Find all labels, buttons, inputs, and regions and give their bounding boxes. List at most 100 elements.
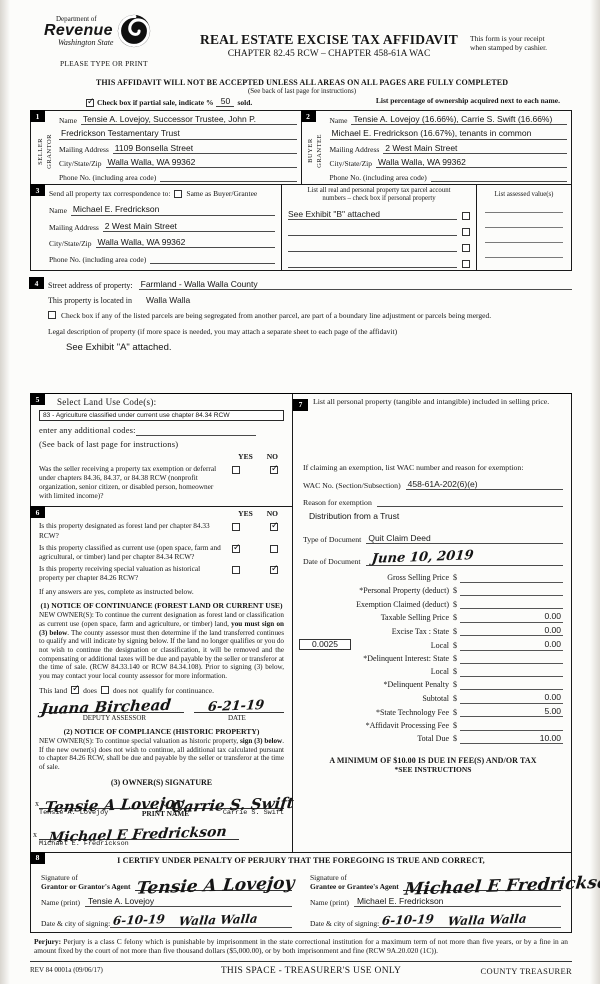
date-of-document-line: June 10, 2019 <box>365 548 563 566</box>
owner-print-name-3: Michael E. Fredrickson <box>39 839 129 848</box>
assessed-values-header: List assessed value(s) <box>494 191 554 199</box>
fee-label: Local <box>430 667 449 677</box>
current-use-no-checkbox <box>270 544 278 553</box>
additional-codes-label: enter any additional codes: <box>39 425 136 435</box>
grantor-signature: Tensie A Lovejoy <box>135 872 296 899</box>
fee-value <box>460 721 563 731</box>
forest-yes-checkbox <box>232 523 240 532</box>
party-boxes: 1 SELLER GRANTOR Name Tensie A. Lovejoy, S… <box>30 110 572 186</box>
buyer-grantee-box: 2 BUYER GRANTEE Name Tensie A. Lovejoy (16… <box>300 110 572 186</box>
perjury-clause: Perjury: Perjury is a class C felony whi… <box>30 933 572 962</box>
fee-value: 5.00 <box>460 706 563 718</box>
historic-property-question: Is this property receiving special valua… <box>39 563 201 582</box>
parcel-row-value: See Exhibit "B" attached <box>288 209 457 220</box>
grantee-signature-line: Michael E Fredrickson <box>402 867 600 899</box>
see-instructions-note: *SEE INSTRUCTIONS <box>394 765 472 775</box>
agency-block: Department of Revenue Washington State P… <box>30 14 188 76</box>
property-address-section: 4 Street address of property: Farmland - … <box>29 271 572 353</box>
grantor-name-print-label: Name (print) <box>41 897 80 907</box>
corr-address-value: 2 West Main Street <box>102 221 275 233</box>
buyer-citystatezip-value: Walla Walla, WA 99362 <box>376 157 567 169</box>
no-column-label: NO <box>266 452 278 461</box>
corr-phone-value <box>150 254 275 265</box>
qualify-line: This land ✓ does does not qualify for co… <box>39 684 284 695</box>
grantor-date-city-line: 6-10-19 Walla Walla <box>110 911 292 928</box>
claiming-exemption-label: If claiming an exemption, list WAC numbe… <box>303 462 524 472</box>
notice-compliance-body: NEW OWNER(S): To continue special valuat… <box>39 736 284 771</box>
grantee-signature: Michael E Fredrickson <box>403 871 600 900</box>
acceptance-warning: THIS AFFIDAVIT WILL NOT BE ACCEPTED UNLE… <box>95 78 509 87</box>
grantor-signature-line: Tensie A Lovejoy <box>134 867 295 898</box>
grantee-agent-label: Grantee or Grantee's Agent <box>310 881 399 891</box>
minimum-due-note: A MINIMUM OF $10.00 IS DUE IN FEE(S) AND… <box>329 756 537 766</box>
personal-property-section: 7 List all personal property (tangible a… <box>293 394 572 852</box>
buyer-citystatezip-label: City/State/Zip <box>329 159 373 169</box>
fee-value: 0.00 <box>460 693 563 704</box>
fee-label: Subtotal <box>422 694 449 703</box>
buyer-phone-label: Phone No. (including area code) <box>329 173 427 183</box>
date-label: DATE <box>227 713 246 722</box>
main-columns: 5 Select Land Use Code(s): 83 - Agricult… <box>30 393 572 853</box>
parcel-header-line1: List all real and personal property tax … <box>307 187 451 195</box>
parcel-header-line2: numbers – check box if personal property <box>322 195 436 203</box>
does-qualify-checkbox: ✓ <box>71 684 80 695</box>
assessed-value-line <box>485 257 563 259</box>
grantee-name-print-value: Michael E. Fredrickson <box>353 896 561 907</box>
grantor-agent-label: Grantor or Grantor's Agent <box>41 881 131 891</box>
reason-for-exemption-label: Reason for exemption <box>303 497 372 507</box>
fee-label: *State Technology Fee <box>375 707 449 717</box>
owner-signature-line-2: x Carrie S. Swift <box>162 789 295 816</box>
partial-sale-percent-value: 50 <box>216 96 235 107</box>
grantee-date-city-label: Date & city of signing: <box>310 918 380 928</box>
fee-value <box>460 586 563 597</box>
exemption-deferral-question: Was the seller receiving a property tax … <box>39 464 217 501</box>
same-as-buyer-label: Same as Buyer/Grantee <box>186 189 258 199</box>
parcel-personal-checkbox <box>462 244 470 252</box>
legal-description-value: See Exhibit "A" attached. <box>66 342 172 353</box>
buyer-side-label: BUYER GRANTEE <box>307 134 324 169</box>
section-8-number: 8 <box>30 851 45 864</box>
additional-codes-line <box>135 425 256 436</box>
fee-value: 10.00 <box>460 733 563 745</box>
seller-citystatezip-label: City/State/Zip <box>59 159 102 169</box>
washington-state-label: Washington State <box>58 38 114 47</box>
grantor-signature-block: Signature of Grantor or Grantor's Agent T… <box>41 867 295 928</box>
grantor-signature-of-label: Signature of <box>41 872 78 882</box>
grantee-date-city-line: 6-10-19 Walla Walla <box>379 911 561 929</box>
street-address-value: Farmland - Walla Walla County <box>138 279 572 290</box>
grantor-name-print-value: Tensie A. Lovejoy <box>84 896 292 907</box>
personal-property-title: List all personal property (tangible and… <box>313 397 550 406</box>
print-name-label: PRINT NAME <box>141 808 190 818</box>
does-not-label: does not <box>112 685 139 695</box>
county-treasurer-label: COUNTY TREASURER <box>480 965 572 976</box>
fee-label: *Affidavit Processing Fee <box>365 720 449 730</box>
type-of-document-label: Type of Document <box>303 534 362 544</box>
fee-label: Excise Tax : State <box>391 626 449 636</box>
buyer-phone-value <box>430 172 567 183</box>
see-back-instructions: (See back of last page for instructions) <box>39 439 179 449</box>
section-7-number: 7 <box>293 399 308 411</box>
does-not-qualify-checkbox <box>100 686 109 695</box>
deputy-assessor-label: DEPUTY ASSESSOR <box>82 713 147 722</box>
seller-citystatezip-value: Walla Walla, WA 99362 <box>105 157 297 169</box>
see-back-note: (See back of last page for instructions) <box>247 87 357 95</box>
receipt-note: This form is your receipt when stamped b… <box>470 16 574 76</box>
scan-edge-left <box>0 0 10 984</box>
corr-address-label: Mailing Address <box>49 222 99 232</box>
treasurer-use-only-label: THIS SPACE - TREASURER'S USE ONLY <box>220 965 402 976</box>
parcel-numbers-column: List all real and personal property tax … <box>281 185 476 270</box>
reason-for-exemption-line <box>376 497 563 507</box>
section-5-number: 5 <box>30 393 45 405</box>
seller-address-value: 1109 Bonsella Street <box>112 143 297 155</box>
owner-print-name-1: Tensie A. Lovejoy <box>39 808 109 817</box>
fee-label: Taxable Selling Price <box>380 613 449 623</box>
grantee-city-handwritten: Walla Walla <box>446 911 528 929</box>
legal-description-label: Legal description of property (if more s… <box>48 327 398 336</box>
current-use-question: Is this property classified as current u… <box>39 542 221 561</box>
seller-address-label: Mailing Address <box>59 144 109 154</box>
forest-land-question: Is this property designated as forest la… <box>39 521 210 540</box>
qualify-for-continuance-label: qualify for continuance. <box>142 685 214 695</box>
local-rate-value: 0.0025 <box>299 638 351 651</box>
partial-sale-row: ✓ Check box if partial sale, indicate % … <box>30 96 574 107</box>
buyer-name-value-1: Tensie A. Lovejoy (16.66%), Carrie S. Sw… <box>351 114 567 126</box>
